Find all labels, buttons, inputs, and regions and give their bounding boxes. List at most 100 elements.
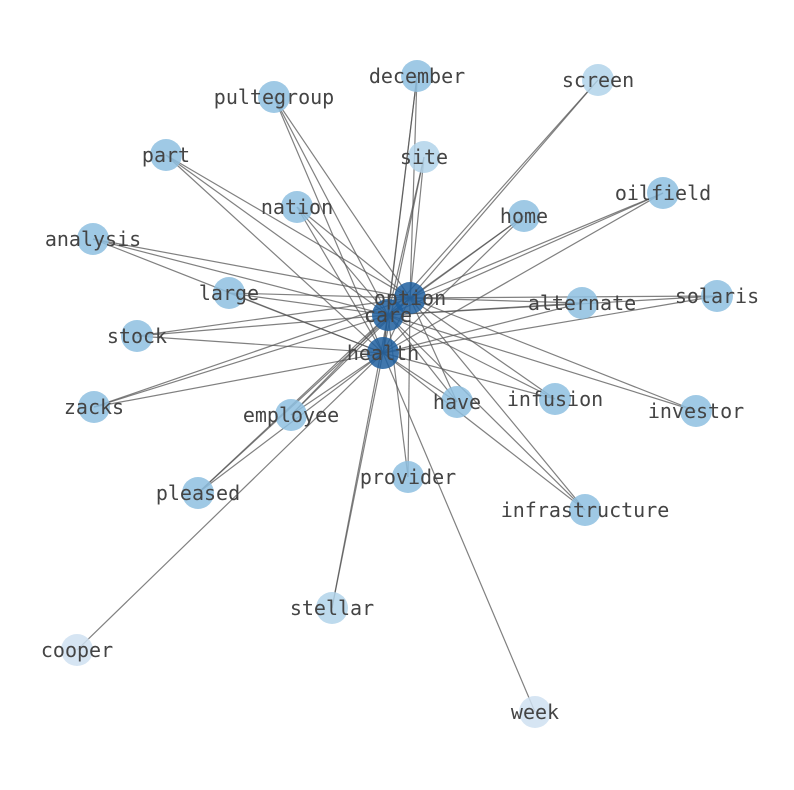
node-provider[interactable] xyxy=(392,461,424,493)
edge-nation-health xyxy=(296,206,384,354)
edge-pultegroup-care xyxy=(273,96,389,316)
edge-infrastructure-option xyxy=(409,297,586,511)
node-cooper[interactable] xyxy=(61,634,93,666)
node-label-zacks: zacks xyxy=(64,395,124,419)
node-label-infusion: infusion xyxy=(507,387,603,411)
edge-cooper-health xyxy=(76,352,384,651)
edges-layer xyxy=(76,75,718,713)
edge-alternate-health xyxy=(382,302,583,354)
node-pleased[interactable] xyxy=(182,477,214,509)
edge-december-option xyxy=(409,75,418,299)
edge-stock-health xyxy=(136,335,384,354)
node-infusion[interactable] xyxy=(539,383,571,415)
node-label-analysis: analysis xyxy=(45,227,141,251)
node-nation[interactable] xyxy=(281,191,313,223)
node-label-alternate: alternate xyxy=(528,291,636,315)
edge-large-option xyxy=(228,292,411,299)
edge-stock-option xyxy=(136,297,411,337)
edge-investor-care xyxy=(387,314,697,412)
node-label-stock: stock xyxy=(107,324,167,348)
edge-pultegroup-option xyxy=(273,96,411,299)
node-part[interactable] xyxy=(150,139,182,171)
node-label-investor: investor xyxy=(648,399,744,423)
node-health[interactable] xyxy=(367,337,399,369)
edge-oilfield-health xyxy=(382,192,664,354)
edge-nation-option xyxy=(296,206,411,299)
edge-home-health xyxy=(382,215,525,354)
edge-zacks-option xyxy=(93,297,411,408)
node-home[interactable] xyxy=(508,200,540,232)
node-have[interactable] xyxy=(441,386,473,418)
edge-stock-care xyxy=(136,314,389,337)
node-infrastructure[interactable] xyxy=(569,494,601,526)
node-label-december: december xyxy=(369,64,465,88)
edge-infusion-care xyxy=(387,314,556,400)
edge-zacks-health xyxy=(93,352,384,408)
edge-part-option xyxy=(165,154,411,299)
node-label-pleased: pleased xyxy=(156,481,240,505)
node-label-home: home xyxy=(500,204,548,228)
node-label-provider: provider xyxy=(360,465,456,489)
node-label-employee: employee xyxy=(243,403,339,427)
node-label-infrastructure: infrastructure xyxy=(501,498,670,522)
node-label-stellar: stellar xyxy=(290,596,374,620)
edge-infusion-option xyxy=(409,297,556,400)
nodes-layer xyxy=(61,60,733,728)
node-label-part: part xyxy=(142,143,190,167)
edge-solaris-care xyxy=(387,295,718,316)
edge-oilfield-option xyxy=(409,192,664,299)
edge-pultegroup-health xyxy=(273,96,384,354)
edge-solaris-option xyxy=(409,295,718,299)
edge-week-health xyxy=(382,352,536,713)
node-label-cooper: cooper xyxy=(41,638,113,662)
node-analysis[interactable] xyxy=(77,223,109,255)
node-large[interactable] xyxy=(213,277,245,309)
node-label-solaris: solaris xyxy=(675,284,759,308)
edge-part-health xyxy=(165,154,384,354)
node-label-nation: nation xyxy=(261,195,333,219)
edge-large-care xyxy=(228,292,389,316)
node-stock[interactable] xyxy=(121,320,153,352)
node-zacks[interactable] xyxy=(78,391,110,423)
edge-infrastructure-care xyxy=(387,314,586,511)
edge-have-option xyxy=(409,297,458,403)
node-pultegroup[interactable] xyxy=(258,81,290,113)
node-site[interactable] xyxy=(408,141,440,173)
node-label-option: option xyxy=(374,286,446,310)
edge-analysis-option xyxy=(92,238,411,299)
edge-analysis-care xyxy=(92,238,389,316)
node-employee[interactable] xyxy=(275,399,307,431)
edge-screen-option xyxy=(409,79,599,299)
node-label-large: large xyxy=(199,281,259,305)
edge-infrastructure-health xyxy=(382,352,586,511)
node-label-screen: screen xyxy=(562,68,634,92)
node-option[interactable] xyxy=(394,282,426,314)
node-december[interactable] xyxy=(401,60,433,92)
node-alternate[interactable] xyxy=(566,287,598,319)
node-care[interactable] xyxy=(372,299,404,331)
edge-infusion-health xyxy=(382,352,556,400)
edge-oilfield-care xyxy=(387,192,664,316)
edge-zacks-care xyxy=(93,314,389,408)
edge-investor-option xyxy=(409,297,697,412)
edge-stellar-health xyxy=(331,352,384,609)
edge-employee-health xyxy=(290,352,384,416)
edge-site-option xyxy=(409,156,425,299)
node-label-pultegroup: pultegroup xyxy=(214,85,334,109)
edge-employee-care xyxy=(290,314,389,416)
edge-screen-care xyxy=(387,79,599,316)
node-label-care: care xyxy=(364,303,412,327)
node-investor[interactable] xyxy=(680,395,712,427)
edge-have-care xyxy=(387,314,458,403)
edge-part-care xyxy=(165,154,389,316)
node-stellar[interactable] xyxy=(316,592,348,624)
node-oilfield[interactable] xyxy=(647,177,679,209)
node-week[interactable] xyxy=(519,696,551,728)
node-screen[interactable] xyxy=(582,64,614,96)
edge-provider-option xyxy=(407,297,411,478)
edge-alternate-option xyxy=(409,297,583,304)
node-solaris[interactable] xyxy=(701,280,733,312)
